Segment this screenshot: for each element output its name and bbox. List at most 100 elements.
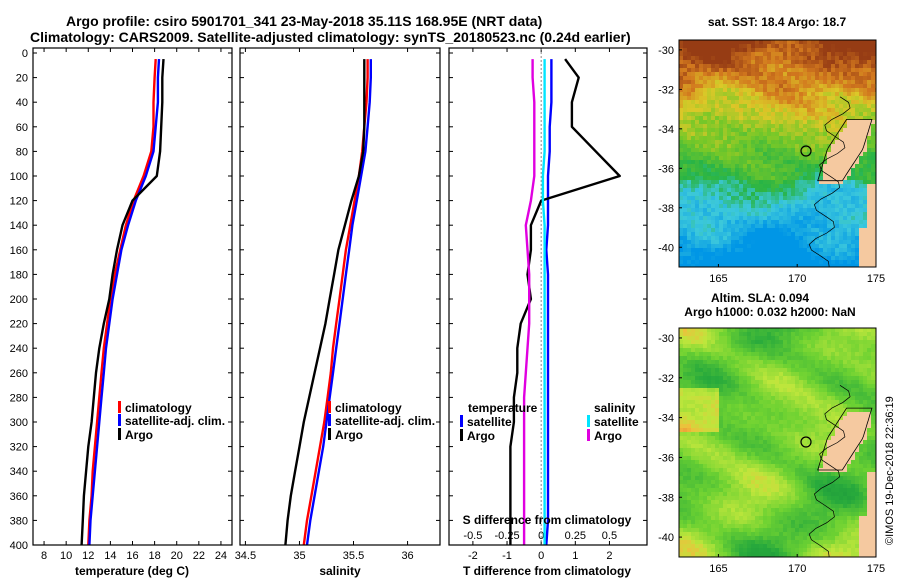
map-cell	[819, 364, 824, 369]
map-cell	[791, 432, 796, 437]
map-cell	[679, 204, 684, 209]
map-cell	[871, 152, 876, 157]
map-cell	[851, 456, 856, 461]
map-cell	[787, 472, 792, 477]
map-cell	[855, 224, 860, 229]
map-cell	[867, 472, 872, 477]
map-cell	[791, 176, 796, 181]
map-cell	[679, 136, 684, 141]
map-cell	[727, 436, 732, 441]
map-cell	[699, 152, 704, 157]
map-cell	[723, 44, 728, 49]
map-cell	[863, 248, 868, 253]
map-cell	[731, 332, 736, 337]
map-cell	[779, 168, 784, 173]
map-cell	[855, 148, 860, 153]
map-cell	[703, 176, 708, 181]
map-cell	[799, 100, 804, 105]
map-cell	[727, 432, 732, 437]
map-cell	[755, 176, 760, 181]
map-cell	[835, 436, 840, 441]
map-cell	[783, 100, 788, 105]
map-cell	[763, 264, 768, 267]
map-cell	[715, 212, 720, 217]
sla-map-cells	[679, 328, 876, 557]
map-cell	[735, 368, 740, 373]
map-cell	[843, 104, 848, 109]
map-cell	[779, 388, 784, 393]
map-cell	[711, 408, 716, 413]
map-cell	[755, 396, 760, 401]
map-cell	[811, 160, 816, 165]
map-cell	[787, 52, 792, 57]
map-cell	[747, 464, 752, 469]
map-cell	[735, 448, 740, 453]
map-cell	[743, 96, 748, 101]
map-cell	[747, 420, 752, 425]
map-cell	[767, 364, 772, 369]
map-cell	[779, 184, 784, 189]
map-cell	[695, 252, 700, 257]
map-cell	[767, 328, 772, 333]
map-cell	[843, 176, 848, 181]
map-cell	[871, 88, 876, 93]
map-cell	[751, 52, 756, 57]
map-cell	[743, 464, 748, 469]
map-cell	[711, 144, 716, 149]
map-cell	[819, 408, 824, 413]
map-cell	[795, 428, 800, 433]
map-cell	[839, 84, 844, 89]
map-cell	[871, 188, 876, 193]
map-cell	[743, 248, 748, 253]
map-cell	[731, 364, 736, 369]
map-cell	[819, 104, 824, 109]
map-cell	[747, 144, 752, 149]
map-cell	[759, 392, 764, 397]
sst-map-ytick-label: -38	[658, 203, 674, 215]
map-cell	[799, 388, 804, 393]
map-cell	[859, 256, 864, 261]
map-cell	[711, 104, 716, 109]
map-cell	[723, 40, 728, 45]
map-cell	[747, 260, 752, 265]
map-cell	[751, 44, 756, 49]
map-cell	[719, 152, 724, 157]
map-cell	[815, 180, 820, 185]
map-cell	[835, 156, 840, 161]
map-cell	[695, 376, 700, 381]
depth-tick-label: 40	[16, 97, 28, 109]
map-cell	[715, 88, 720, 93]
map-cell	[695, 92, 700, 97]
map-cell	[715, 68, 720, 73]
map-cell	[811, 112, 816, 117]
map-cell	[779, 96, 784, 101]
map-cell	[831, 424, 836, 429]
map-cell	[835, 128, 840, 133]
map-cell	[851, 428, 856, 433]
map-cell	[743, 64, 748, 69]
map-cell	[759, 184, 764, 189]
map-cell	[683, 464, 688, 469]
map-cell	[679, 212, 684, 217]
map-cell	[683, 136, 688, 141]
map-cell	[799, 248, 804, 253]
map-cell	[795, 76, 800, 81]
map-cell	[759, 72, 764, 77]
map-cell	[871, 108, 876, 113]
map-cell	[775, 252, 780, 257]
depth-tick-label: 20	[16, 73, 28, 85]
map-cell	[683, 124, 688, 129]
map-cell	[779, 456, 784, 461]
map-cell	[815, 360, 820, 365]
map-cell	[747, 196, 752, 201]
map-cell	[843, 164, 848, 169]
map-cell	[703, 128, 708, 133]
map-cell	[755, 112, 760, 117]
map-cell	[855, 184, 860, 189]
map-cell	[859, 448, 864, 453]
legend-swatch-satellite	[118, 414, 121, 426]
map-cell	[767, 400, 772, 405]
map-cell	[835, 360, 840, 365]
map-cell	[679, 388, 684, 393]
map-cell	[767, 100, 772, 105]
